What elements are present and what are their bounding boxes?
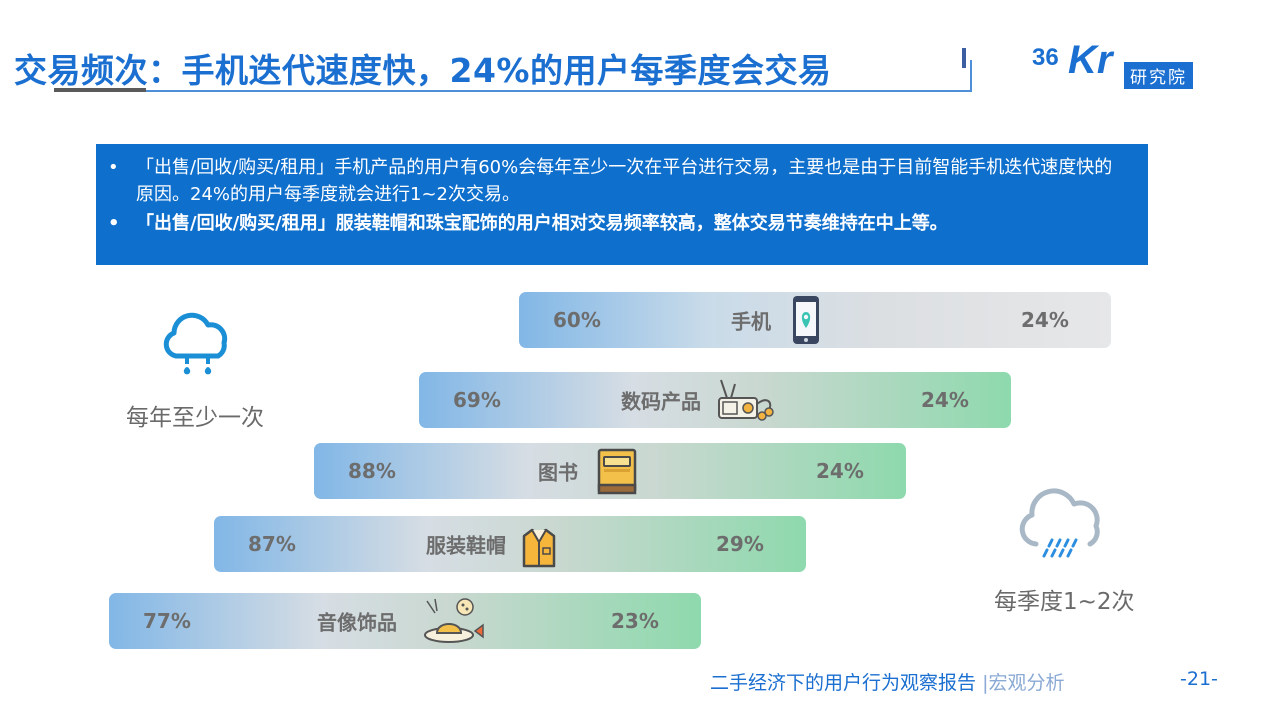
bar-digital: 69% 数码产品 24% bbox=[419, 372, 1011, 428]
title-underline bbox=[146, 90, 972, 92]
pct-quarterly: 23% bbox=[611, 609, 659, 633]
footer: 二手经济下的用户行为观察报告 |宏观分析 bbox=[710, 668, 1064, 695]
radio-icon bbox=[718, 379, 774, 421]
summary-text: 「出售/回收/购买/租用」服装鞋帽和珠宝配饰的用户相对交易频率较高，整体交易节奏… bbox=[136, 213, 948, 234]
cloud-drops-icon bbox=[163, 312, 228, 375]
bullet: • bbox=[108, 157, 119, 178]
book-icon bbox=[597, 448, 637, 495]
phone-icon bbox=[793, 296, 819, 344]
bullet: • bbox=[108, 213, 120, 234]
category-label: 数码产品 bbox=[621, 389, 701, 414]
summary-box: • 「出售/回收/购买/租用」手机产品的用户有60%会每年至少一次在平台进行交易… bbox=[96, 144, 1148, 265]
title-rule-mark bbox=[962, 48, 966, 68]
legend-quarterly: 每季度1~2次 bbox=[994, 589, 1135, 615]
logo-number: 36 bbox=[1032, 44, 1059, 71]
summary-point: • 「出售/回收/购买/租用」服装鞋帽和珠宝配饰的用户相对交易频率较高，整体交易… bbox=[108, 210, 1128, 237]
bar-books: 88% 图书 24% bbox=[314, 443, 906, 499]
hat-icon bbox=[424, 598, 484, 643]
bar-accessories: 77% 音像饰品 23% bbox=[109, 593, 701, 649]
pct-quarterly: 24% bbox=[1021, 308, 1069, 332]
cloud-rain-icon bbox=[1019, 488, 1100, 558]
page-title: 交易频次：手机迭代速度快，24%的用户每季度会交易 bbox=[14, 51, 832, 90]
summary-point: • 「出售/回收/购买/租用」手机产品的用户有60%会每年至少一次在平台进行交易… bbox=[108, 154, 1128, 208]
pct-yearly: 69% bbox=[453, 388, 501, 412]
bar-apparel: 87% 服装鞋帽 29% bbox=[214, 516, 806, 572]
logo-org: 研究院 bbox=[1124, 62, 1193, 89]
legend-yearly: 每年至少一次 bbox=[126, 405, 264, 431]
shirt-icon bbox=[522, 528, 556, 568]
category-label: 手机 bbox=[731, 309, 771, 334]
report-title: 二手经济下的用户行为观察报告 bbox=[710, 672, 977, 694]
pct-yearly: 88% bbox=[348, 459, 396, 483]
category-label: 服装鞋帽 bbox=[426, 533, 506, 558]
pct-yearly: 60% bbox=[553, 308, 601, 332]
title-rule-mark-thin bbox=[970, 60, 972, 92]
title-underline-accent bbox=[54, 88, 146, 92]
section-name: |宏观分析 bbox=[982, 672, 1065, 694]
logo-36kr: 36 Kr 研究院 bbox=[1032, 38, 1212, 90]
logo-letters: Kr bbox=[1068, 38, 1113, 82]
pct-quarterly: 24% bbox=[816, 459, 864, 483]
pct-quarterly: 29% bbox=[716, 532, 764, 556]
pct-yearly: 77% bbox=[143, 609, 191, 633]
summary-text: 「出售/回收/购买/租用」手机产品的用户有60%会每年至少一次在平台进行交易，主… bbox=[136, 157, 1113, 205]
category-label: 图书 bbox=[538, 460, 578, 485]
bar-phone: 60% 手机 24% bbox=[519, 292, 1111, 348]
pct-yearly: 87% bbox=[248, 532, 296, 556]
category-label: 音像饰品 bbox=[317, 610, 397, 635]
page-number: -21- bbox=[1180, 668, 1218, 690]
pct-quarterly: 24% bbox=[921, 388, 969, 412]
